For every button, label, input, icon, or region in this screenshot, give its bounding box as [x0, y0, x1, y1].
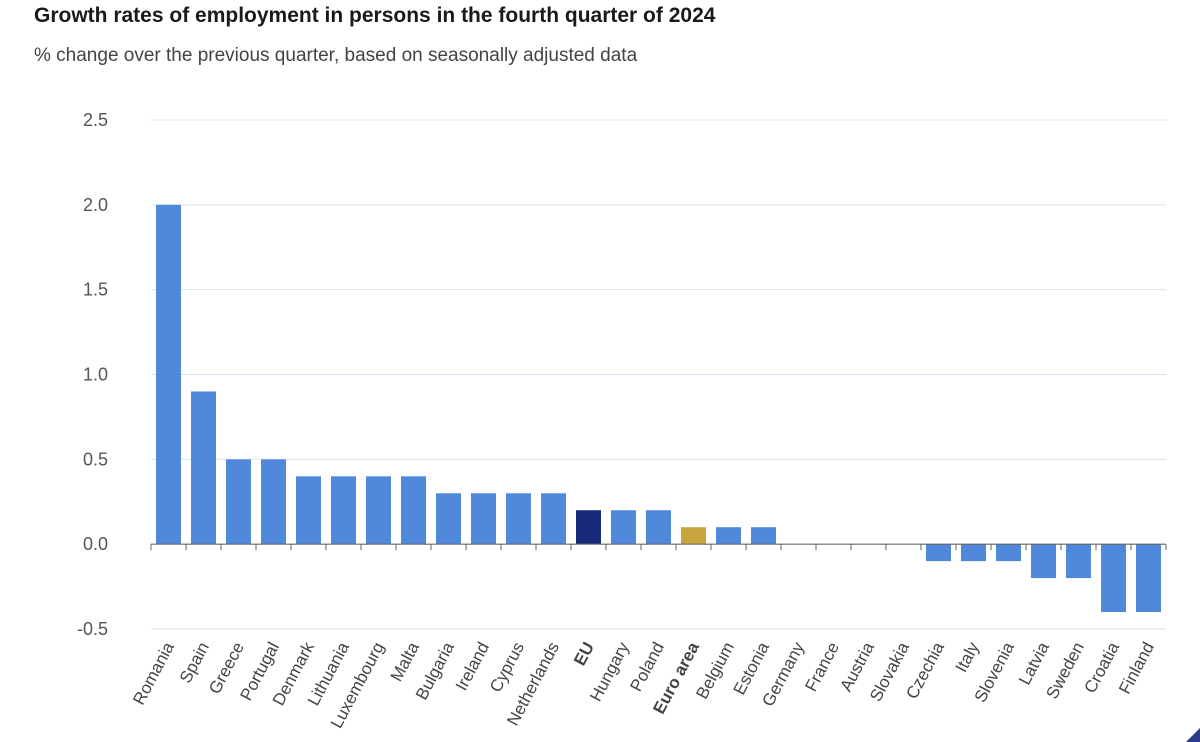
y-tick-label: 0.5	[83, 449, 108, 469]
bar-latvia	[1031, 544, 1056, 579]
gridlines	[151, 119, 1166, 630]
y-tick-label: -0.5	[77, 619, 108, 639]
bar-estonia	[751, 527, 776, 545]
y-axis: 2.5 2.0 1.5 1.0 0.5 0.0 -0.5	[77, 110, 108, 639]
bar-luxembourg	[366, 476, 391, 545]
bar-denmark	[296, 476, 321, 545]
bar-finland	[1136, 544, 1161, 613]
bar-cyprus	[506, 493, 531, 545]
bar-lithuania	[331, 476, 356, 545]
chart-subtitle: % change over the previous quarter, base…	[34, 45, 638, 66]
bar-croatia	[1101, 544, 1126, 613]
x-tick-label: Latvia	[1015, 638, 1053, 687]
bar-sweden	[1066, 544, 1091, 579]
bar-eu	[576, 510, 601, 545]
y-tick-label: 2.5	[83, 110, 108, 130]
bar-italy	[961, 544, 986, 562]
bar-greece	[226, 459, 251, 545]
y-tick-label: 1.5	[83, 280, 108, 300]
corner-decoration	[1186, 728, 1200, 742]
y-tick-label: 1.0	[83, 365, 108, 385]
x-axis-labels: RomaniaSpainGreecePortugalDenmarkLithuan…	[129, 638, 1158, 731]
bar-ireland	[471, 493, 496, 545]
bar-slovenia	[996, 544, 1021, 562]
bar-belgium	[716, 527, 741, 545]
x-tick-label: Italy	[952, 639, 984, 676]
bar-netherlands	[541, 493, 566, 545]
bar-malta	[401, 476, 426, 545]
x-tick-label: EU	[570, 639, 598, 669]
x-tick-label: Malta	[387, 638, 424, 684]
bar-czechia	[926, 544, 951, 562]
x-axis	[150, 543, 1167, 551]
bar-portugal	[261, 459, 286, 545]
bars	[156, 204, 1161, 613]
bar-spain	[191, 391, 216, 545]
bar-poland	[646, 510, 671, 545]
bar-bulgaria	[436, 493, 461, 545]
bar-hungary	[611, 510, 636, 545]
x-tick-label: Spain	[176, 639, 213, 686]
chart-title: Growth rates of employment in persons in…	[34, 4, 716, 27]
y-tick-label: 2.0	[83, 195, 108, 215]
x-tick-label: Romania	[129, 638, 178, 707]
y-tick-label: 0.0	[83, 534, 108, 554]
bar-euro-area	[681, 527, 706, 545]
bar-romania	[156, 204, 181, 545]
